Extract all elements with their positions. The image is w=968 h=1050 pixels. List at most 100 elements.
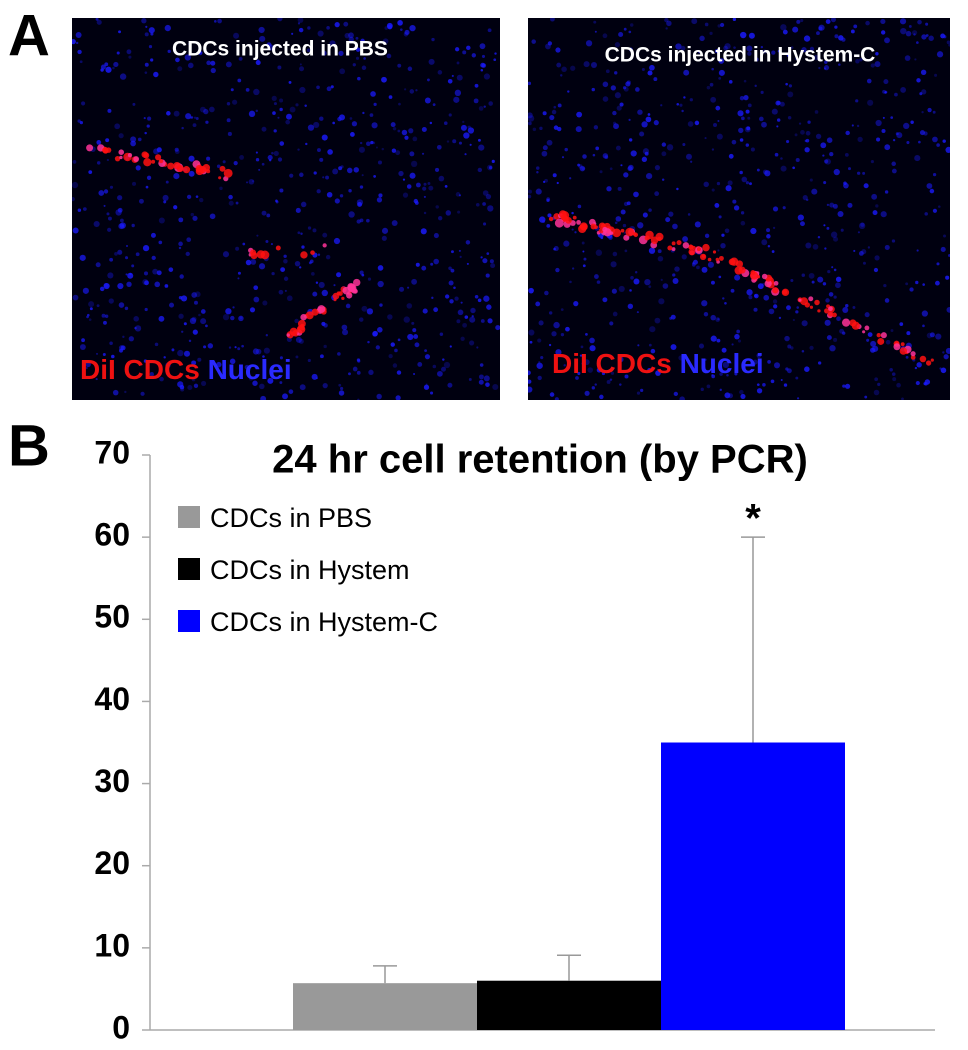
nucleus xyxy=(773,362,781,369)
nucleus xyxy=(474,295,479,299)
nucleus xyxy=(800,18,804,23)
nucleus xyxy=(649,64,655,71)
nucleus xyxy=(864,395,868,399)
nucleus xyxy=(300,232,303,236)
nucleus xyxy=(896,132,903,139)
nucleus xyxy=(787,344,792,349)
nucleus xyxy=(424,349,428,353)
nucleus xyxy=(192,329,198,335)
dii-cell xyxy=(804,302,810,308)
nucleus xyxy=(710,335,717,342)
nucleus xyxy=(921,111,924,114)
nucleus xyxy=(421,152,425,155)
nucleus xyxy=(148,45,153,49)
nucleus xyxy=(402,192,409,198)
nucleus xyxy=(906,331,911,336)
nucleus xyxy=(348,36,354,42)
nucleus xyxy=(590,61,598,69)
nucleus xyxy=(647,113,651,116)
dii-cell xyxy=(738,266,746,274)
nucleus xyxy=(400,28,403,31)
nucleus xyxy=(732,18,737,22)
nucleus xyxy=(118,30,122,34)
nucleus xyxy=(193,383,199,388)
nucleus xyxy=(609,378,613,381)
nucleus xyxy=(649,326,656,333)
nucleus xyxy=(415,262,420,267)
nucleus xyxy=(306,48,311,53)
nucleus xyxy=(790,46,794,50)
dii-cell xyxy=(102,148,109,154)
nucleus xyxy=(117,195,123,201)
nucleus xyxy=(295,103,299,107)
nucleus xyxy=(301,50,305,53)
dii-cell xyxy=(798,298,802,302)
nucleus xyxy=(602,96,609,102)
nucleus xyxy=(824,319,831,326)
nucleus xyxy=(485,273,490,278)
nucleus xyxy=(190,116,194,119)
nucleus xyxy=(456,74,463,81)
nucleus xyxy=(718,215,722,219)
nucleus xyxy=(943,35,947,39)
nucleus xyxy=(411,278,417,285)
nucleus xyxy=(529,340,533,344)
nucleus xyxy=(919,92,923,96)
nucleus xyxy=(920,69,927,76)
nucleus xyxy=(195,117,199,120)
nucleus xyxy=(493,58,497,62)
dii-cell xyxy=(864,325,870,331)
nucleus xyxy=(641,68,645,72)
nucleus xyxy=(267,155,273,161)
nucleus xyxy=(714,203,720,208)
nucleus xyxy=(407,333,414,341)
nucleus xyxy=(809,46,815,52)
dii-cell xyxy=(250,252,258,260)
nucleus xyxy=(131,223,135,228)
nucleus xyxy=(81,338,85,343)
y-tick-label: 10 xyxy=(94,927,130,963)
nucleus xyxy=(748,295,753,300)
nucleus xyxy=(532,127,537,132)
nucleus xyxy=(637,222,644,229)
nucleus xyxy=(934,73,938,77)
nucleus xyxy=(395,395,401,400)
nucleus xyxy=(925,22,929,26)
nucleus xyxy=(828,292,834,297)
nucleus xyxy=(173,110,180,117)
dii-cell xyxy=(196,167,200,171)
nucleus xyxy=(359,141,363,145)
nucleus xyxy=(892,138,896,142)
nucleus xyxy=(932,110,936,114)
nucleus xyxy=(453,286,456,290)
nucleus xyxy=(362,111,365,115)
nucleus xyxy=(645,172,653,180)
dii-cell xyxy=(841,318,851,327)
nucleus xyxy=(327,149,333,155)
nucleus xyxy=(637,344,640,347)
y-tick-label: 70 xyxy=(94,434,130,470)
nucleus xyxy=(850,29,855,34)
nucleus xyxy=(446,140,450,143)
nucleus xyxy=(469,340,475,346)
nucleus xyxy=(267,377,274,384)
nucleus xyxy=(924,212,928,216)
nucleus xyxy=(690,160,693,163)
nucleus xyxy=(421,127,427,133)
nucleus xyxy=(228,200,234,206)
nucleus xyxy=(594,383,597,386)
nucleus xyxy=(321,289,328,297)
nucleus xyxy=(85,361,91,368)
micrograph-cells xyxy=(528,18,950,400)
nucleus xyxy=(197,357,202,362)
nucleus xyxy=(916,362,922,368)
nucleus xyxy=(845,383,851,389)
nucleus xyxy=(548,343,552,347)
nucleus xyxy=(454,89,462,97)
nucleus xyxy=(113,61,119,68)
nucleus xyxy=(360,38,365,44)
nucleus xyxy=(582,264,586,268)
nucleus xyxy=(321,321,326,326)
nucleus xyxy=(921,310,928,317)
nucleus xyxy=(332,168,339,175)
